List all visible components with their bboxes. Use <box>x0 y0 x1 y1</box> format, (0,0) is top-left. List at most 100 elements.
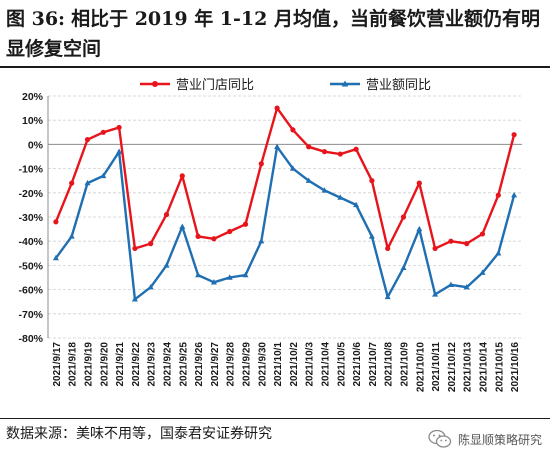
data-point <box>131 296 138 302</box>
x-tick-label: 2021/9/23 <box>147 342 158 387</box>
data-point <box>211 236 217 242</box>
watermark-label: 陈显顺策略研究 <box>457 432 542 447</box>
x-tick-label: 2021/9/20 <box>99 342 110 387</box>
x-tick-label: 2021/9/25 <box>178 342 189 387</box>
data-point <box>84 136 91 143</box>
data-point <box>274 105 280 111</box>
x-tick-label: 2021/10/10 <box>415 342 426 392</box>
watermark: 陈显顺策略研究 <box>428 428 542 450</box>
x-tick-label: 2021/10/7 <box>368 342 379 387</box>
data-point <box>163 262 170 268</box>
data-point <box>385 245 391 252</box>
series-line-2 <box>54 145 516 301</box>
x-tick-label: 2021/9/29 <box>242 342 253 387</box>
series-line-1 <box>54 106 516 250</box>
data-point <box>258 238 265 244</box>
footer-divider <box>0 418 550 419</box>
data-point <box>195 271 202 278</box>
x-tick-label: 2021/9/24 <box>163 342 174 387</box>
data-point <box>195 233 201 239</box>
data-point <box>463 284 470 290</box>
title-divider <box>0 66 550 68</box>
x-tick-label: 2021/10/2 <box>289 342 300 387</box>
data-point <box>464 241 470 247</box>
data-point <box>337 151 343 157</box>
wechat-icon <box>428 429 452 448</box>
x-tick-label: 2021/10/1 <box>273 342 284 387</box>
x-tick-label: 2021/10/9 <box>400 342 411 387</box>
data-point <box>53 219 59 225</box>
data-point <box>116 124 122 131</box>
y-tick-label: -60% <box>18 285 43 297</box>
data-point <box>179 223 186 229</box>
data-point <box>163 211 170 218</box>
data-point <box>353 201 360 208</box>
x-tick-label: 2021/9/19 <box>84 342 95 387</box>
figure-label: 图 36: <box>6 8 66 30</box>
y-tick-label: -70% <box>18 309 43 321</box>
data-point <box>100 172 107 179</box>
x-tick-label: 2021/10/13 <box>463 342 474 392</box>
data-point <box>258 161 264 167</box>
data-point <box>400 264 407 270</box>
data-point <box>511 192 518 198</box>
x-tick-label: 2021/10/14 <box>479 342 490 392</box>
x-tick-label: 2021/10/12 <box>447 342 458 392</box>
data-point <box>321 149 328 155</box>
figure-title-block: 图 36: 相比于 2019 年 1-12 月均值，当前餐饮营业额仍有明显修复空间 <box>6 4 544 64</box>
y-tick-label: 0% <box>28 139 44 151</box>
data-point <box>495 192 501 198</box>
data-point <box>495 250 502 256</box>
x-tick-label: 2021/10/3 <box>305 342 316 387</box>
data-point <box>100 129 106 135</box>
x-tick-label: 2021/9/21 <box>115 342 126 387</box>
x-tick-label: 2021/9/30 <box>257 342 268 387</box>
data-point <box>290 127 296 133</box>
data-point <box>305 177 312 183</box>
data-point <box>400 214 407 220</box>
legend-label: 营业额同比 <box>366 78 431 93</box>
line-chart: 20% 10% 0% -10% -20% -30% -40% -50% -60% -70% -80%… <box>18 78 522 392</box>
x-tick-label: 2021/9/17 <box>52 342 63 387</box>
data-point <box>52 254 59 261</box>
data-point <box>226 274 233 280</box>
data-point <box>479 269 486 275</box>
data-point <box>147 284 154 290</box>
data-point <box>289 165 296 171</box>
data-point <box>210 279 217 285</box>
data-point <box>432 245 438 252</box>
x-tick-label: 2021/10/5 <box>336 342 347 387</box>
x-tick-label: 2021/10/6 <box>352 342 363 387</box>
x-tick-label: 2021/9/18 <box>68 342 79 387</box>
data-point <box>384 293 391 300</box>
y-tick-label: -20% <box>18 188 43 200</box>
y-tick-label: 20% <box>22 91 44 103</box>
x-tick-label: 2021/9/22 <box>131 342 142 387</box>
data-point <box>416 225 423 232</box>
x-tick-label: 2021/9/28 <box>226 342 237 387</box>
data-point <box>242 221 249 227</box>
data-point <box>416 180 422 186</box>
legend-label: 营业门店同比 <box>176 78 254 93</box>
data-point <box>368 233 375 239</box>
data-point <box>179 173 185 179</box>
data-point <box>337 194 344 200</box>
data-point <box>511 132 517 138</box>
data-point <box>306 144 312 150</box>
data-point <box>242 271 249 278</box>
data-point <box>479 231 486 237</box>
y-tick-label: -10% <box>18 164 43 176</box>
y-tick-label: -40% <box>18 236 43 248</box>
x-tick-label: 2021/9/26 <box>194 342 205 387</box>
source-note: 数据来源：美味不用等，国泰君安证券研究 <box>6 426 272 442</box>
x-tick-label: 2021/10/15 <box>494 342 505 392</box>
data-point <box>132 245 138 252</box>
y-tick-label: 10% <box>22 115 44 127</box>
x-tick-label: 2021/10/16 <box>510 342 521 392</box>
data-point <box>116 148 123 154</box>
data-point <box>68 233 75 239</box>
data-point <box>448 238 454 244</box>
data-point <box>69 180 75 186</box>
data-point <box>227 228 233 235</box>
data-point <box>447 281 454 287</box>
